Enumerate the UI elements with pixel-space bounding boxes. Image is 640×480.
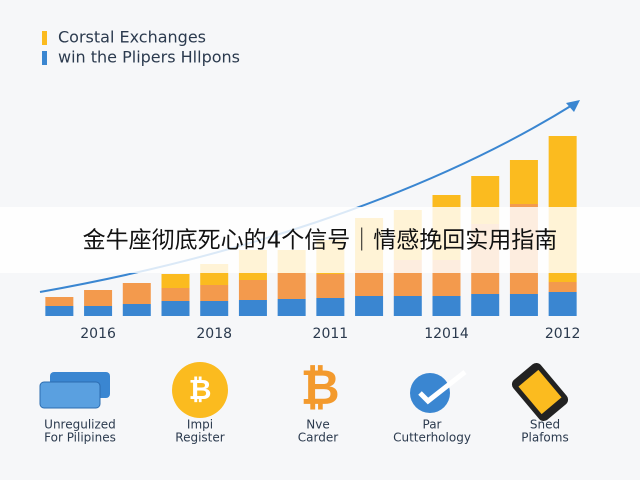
phone-screen: [518, 369, 562, 415]
bar-segment: [277, 299, 306, 316]
icon-label: Carder: [298, 431, 338, 445]
x-tick-label: 2018: [196, 326, 232, 342]
bar-segment: [316, 298, 345, 316]
x-tick-label: 2011: [313, 326, 349, 342]
x-axis: 2016 2018 2011 12014 2012: [80, 326, 580, 342]
x-tick-label: 2012: [545, 326, 581, 342]
arrow-head: [566, 100, 580, 112]
bar-segment: [355, 270, 384, 296]
bar-segment: [432, 296, 461, 316]
icon-label: For Pilipines: [44, 431, 116, 445]
bar-segment: [238, 280, 267, 300]
bar-segment: [45, 306, 74, 316]
bar-segment: [548, 292, 577, 316]
bar-segment: [355, 296, 384, 316]
bar-segment: [471, 294, 500, 316]
banner-text: 金牛座彻底死心的4个信号｜情感挽回实用指南: [83, 228, 558, 254]
legend-swatch: [42, 31, 47, 45]
bar-segment: [122, 304, 151, 316]
legend-label: win the Plipers Hllpons: [58, 48, 240, 67]
icon-label: Unregulized: [44, 418, 116, 432]
x-tick-label: 12014: [424, 326, 469, 342]
bar-segment: [277, 273, 306, 299]
bar-segment: [161, 274, 190, 288]
check-icon: [410, 373, 450, 413]
legend-label: Corstal Exchanges: [58, 28, 206, 47]
coin-icon: [172, 362, 228, 418]
bar-segment: [45, 297, 74, 306]
bar-segment: [122, 283, 151, 304]
check-mark: [418, 370, 467, 405]
bar-segment: [200, 301, 229, 316]
icon-label: Par: [423, 418, 442, 432]
x-tick-label: 2016: [80, 326, 116, 342]
bar-segment: [84, 306, 113, 316]
icon-label: Plafoms: [521, 431, 568, 445]
bar-segment: [84, 290, 113, 306]
card-icon: [39, 381, 101, 409]
coin-symbol: ₿: [189, 373, 212, 406]
icon-label: Impi: [187, 418, 213, 432]
icon-label: Sned: [530, 418, 560, 432]
banner-band: [0, 207, 640, 273]
bar-segment: [393, 296, 422, 316]
bitcoin-icon: ₿: [300, 360, 339, 416]
legend-swatch: [42, 51, 47, 65]
icons: ₿ ₿: [39, 360, 569, 422]
icon-label: Nve: [306, 418, 329, 432]
icon-label: Register: [175, 431, 224, 445]
bar-segment: [161, 288, 190, 301]
icon-label: Cutterhology: [393, 431, 471, 445]
bar-segment: [161, 301, 190, 316]
bar-segment: [548, 282, 577, 292]
bar-segment: [200, 285, 229, 301]
bar-segment: [316, 274, 345, 298]
bar-segment: [509, 294, 538, 316]
bar-segment: [509, 160, 538, 204]
bar-segment: [238, 300, 267, 316]
